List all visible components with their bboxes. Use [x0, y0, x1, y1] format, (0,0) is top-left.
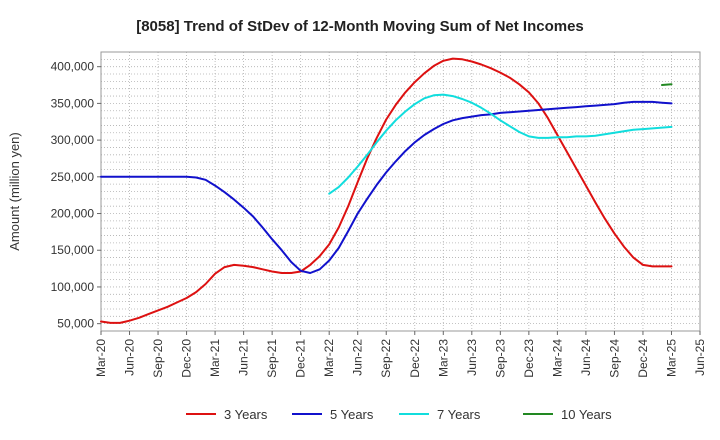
- series-line-5-years: [100, 100, 673, 274]
- x-tick-label: Dec-24: [636, 339, 650, 378]
- grid: [100, 51, 701, 332]
- x-tick-label: Dec-21: [294, 339, 308, 378]
- series-line-10-years: [661, 83, 673, 86]
- x-tick-label: Mar-24: [550, 339, 564, 377]
- y-tick-label: 400,000: [51, 60, 95, 74]
- x-tick-label: Dec-20: [180, 339, 194, 378]
- x-tick-label: Jun-20: [123, 339, 137, 376]
- series-line-3-years: [100, 57, 673, 324]
- x-tick-label: Sep-24: [607, 339, 621, 378]
- x-tick-label: Sep-20: [151, 339, 165, 378]
- x-tick-label: Mar-22: [322, 339, 336, 377]
- series-line-7-years: [328, 93, 673, 195]
- x-tick-label: Sep-23: [493, 339, 507, 378]
- x-tick-label: Dec-22: [408, 339, 422, 378]
- x-tick-label: Mar-20: [94, 339, 108, 377]
- x-tick-label: Sep-21: [265, 339, 279, 378]
- legend: 3 Years 5 Years 7 Years 10 Years: [186, 407, 612, 422]
- y-axis-label: Amount (million yen): [7, 132, 22, 251]
- chart-title: [8058] Trend of StDev of 12-Month Moving…: [136, 18, 584, 35]
- x-tick-label: Jun-21: [237, 339, 251, 376]
- x-tick-label: Jun-23: [465, 339, 479, 376]
- legend-label: 5 Years: [330, 407, 374, 422]
- legend-label: 10 Years: [561, 407, 612, 422]
- x-tick-label: Mar-25: [664, 339, 678, 377]
- x-tick-label: Mar-23: [436, 339, 450, 377]
- y-tick-label: 200,000: [51, 207, 95, 221]
- legend-label: 7 Years: [437, 407, 481, 422]
- x-tick-label: Jun-24: [579, 339, 593, 376]
- series-layer: [100, 57, 673, 324]
- y-tick-labels: 50,000 100,000 150,000 200,000 250,000 300,00…: [51, 60, 101, 331]
- y-tick-label: 250,000: [51, 170, 95, 184]
- y-tick-label: 350,000: [51, 96, 95, 110]
- plot-frame: [100, 51, 701, 332]
- y-tick-label: 300,000: [51, 133, 95, 147]
- x-tick-label: Sep-22: [379, 339, 393, 378]
- y-tick-label: 150,000: [51, 243, 95, 257]
- x-tick-label: Jun-25: [693, 339, 707, 376]
- x-tick-label: Mar-21: [208, 339, 222, 377]
- legend-label: 3 Years: [224, 407, 268, 422]
- y-tick-label: 50,000: [57, 317, 94, 331]
- y-tick-label: 100,000: [51, 280, 95, 294]
- x-tick-label: Jun-22: [351, 339, 365, 376]
- x-tick-labels: Mar-20 Jun-20 Sep-20 Dec-20 Mar-21 Jun-21 Sep-…: [94, 331, 707, 378]
- x-tick-label: Dec-23: [522, 339, 536, 378]
